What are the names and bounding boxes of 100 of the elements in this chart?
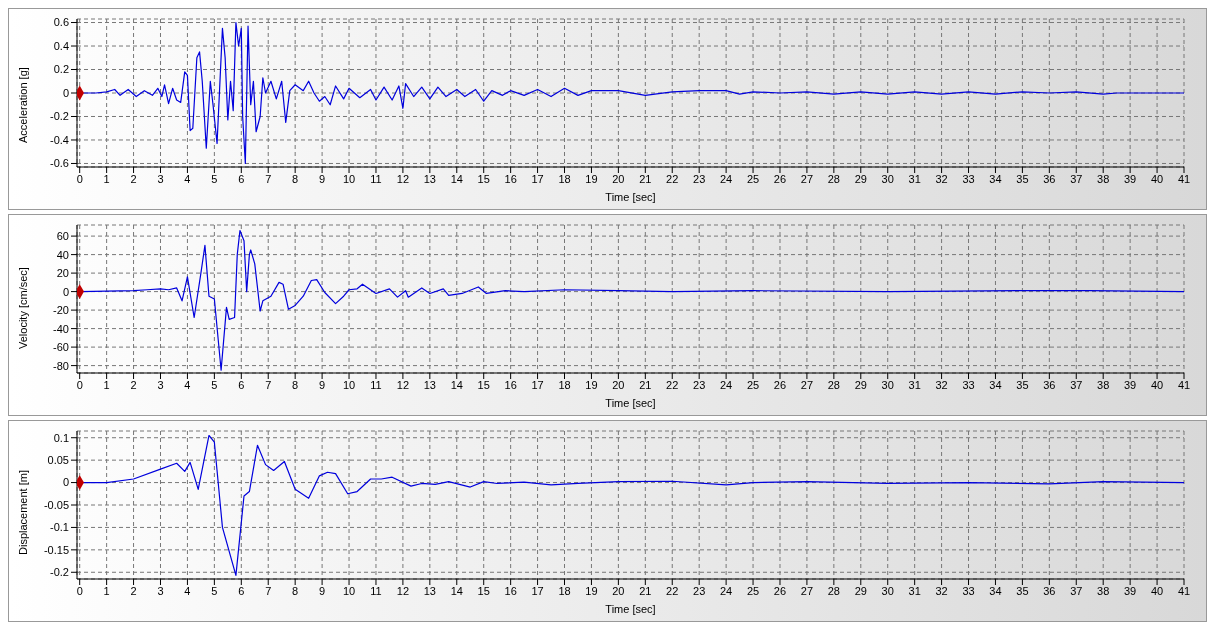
x-tick-label: 4: [184, 172, 191, 185]
x-tick-label: 7: [265, 172, 272, 185]
x-axis-title: Time [sec]: [605, 603, 656, 615]
x-tick-label: 11: [370, 584, 382, 597]
x-tick-label: 5: [211, 172, 218, 185]
x-tick-label: 15: [477, 378, 490, 391]
x-tick-label: 25: [746, 378, 760, 391]
y-tick-label: 0: [62, 476, 69, 489]
x-tick-label: 9: [319, 378, 326, 391]
x-tick-label: 32: [935, 378, 948, 391]
x-tick-label: 5: [211, 378, 218, 391]
x-tick-label: 12: [396, 584, 410, 597]
y-tick-label: -0.15: [43, 543, 69, 556]
x-tick-label: 8: [292, 172, 299, 185]
x-tick-label: 2: [130, 172, 137, 185]
x-tick-label: 3: [157, 172, 164, 185]
y-tick-label: 20: [56, 267, 69, 280]
x-tick-label: 11: [370, 378, 382, 391]
x-tick-label: 4: [184, 378, 191, 391]
x-tick-label: 24: [719, 172, 733, 185]
x-tick-label: 2: [130, 378, 137, 391]
x-tick-label: 25: [746, 172, 760, 185]
x-tick-label: 41: [1177, 378, 1191, 391]
x-tick-label: 0: [76, 584, 83, 597]
x-tick-label: 8: [292, 584, 299, 597]
x-tick-label: 20: [612, 584, 625, 597]
x-tick-label: 14: [450, 378, 463, 391]
x-tick-label: 27: [800, 172, 814, 185]
x-tick-label: 13: [423, 172, 436, 185]
x-tick-label: 33: [962, 584, 975, 597]
y-tick-label: -0.4: [50, 133, 69, 146]
y-axis-title: Acceleration [g]: [16, 67, 29, 143]
x-tick-label: 31: [908, 172, 921, 185]
x-tick-label: 16: [504, 378, 517, 391]
y-tick-label: 60: [56, 230, 69, 243]
x-tick-label: 6: [238, 378, 245, 391]
x-tick-label: 39: [1124, 172, 1137, 185]
x-tick-label: 23: [693, 584, 706, 597]
y-tick-label: -20: [53, 304, 69, 317]
x-tick-label: 7: [265, 584, 272, 597]
x-tick-label: 28: [827, 584, 840, 597]
x-tick-label: 30: [881, 584, 894, 597]
x-tick-label: 26: [773, 584, 787, 597]
x-tick-label: 38: [1097, 584, 1110, 597]
x-tick-label: 37: [1070, 378, 1083, 391]
x-tick-label: 8: [292, 378, 299, 391]
x-tick-label: 12: [396, 378, 410, 391]
x-tick-label: 39: [1124, 378, 1137, 391]
x-tick-label: 32: [935, 172, 948, 185]
x-tick-label: 28: [827, 172, 840, 185]
x-tick-label: 24: [719, 584, 733, 597]
x-tick-label: 29: [854, 378, 867, 391]
y-tick-label: 0.2: [53, 63, 69, 76]
x-tick-label: 30: [881, 172, 894, 185]
x-axis-title: Time [sec]: [605, 191, 656, 203]
x-tick-label: 35: [1016, 584, 1029, 597]
x-tick-label: 40: [1150, 378, 1164, 391]
x-tick-label: 19: [585, 172, 598, 185]
x-tick-label: 5: [211, 584, 218, 597]
x-tick-label: 36: [1043, 172, 1056, 185]
x-tick-label: 19: [585, 584, 598, 597]
x-tick-label: 27: [800, 584, 814, 597]
x-tick-label: 10: [342, 378, 356, 391]
x-tick-label: 23: [693, 378, 706, 391]
x-tick-label: 13: [423, 378, 436, 391]
x-tick-label: 34: [989, 172, 1002, 185]
x-tick-label: 14: [450, 172, 463, 185]
x-tick-label: 21: [639, 584, 652, 597]
x-tick-label: 13: [423, 584, 436, 597]
x-tick-label: 24: [719, 378, 733, 391]
x-tick-label: 10: [342, 584, 356, 597]
x-tick-label: 17: [531, 172, 544, 185]
x-tick-label: 36: [1043, 378, 1056, 391]
x-tick-label: 26: [773, 378, 787, 391]
x-tick-label: 16: [504, 172, 517, 185]
x-tick-label: 16: [504, 584, 517, 597]
x-tick-label: 41: [1177, 584, 1191, 597]
y-tick-label: 0: [62, 285, 69, 298]
x-tick-label: 6: [238, 172, 245, 185]
x-tick-label: 34: [989, 584, 1002, 597]
x-tick-label: 35: [1016, 172, 1029, 185]
x-tick-label: 29: [854, 172, 867, 185]
y-tick-label: -0.2: [50, 566, 69, 579]
y-axis-title: Displacement [m]: [16, 470, 29, 555]
x-tick-label: 18: [558, 172, 571, 185]
x-tick-label: 31: [908, 378, 921, 391]
x-tick-label: 10: [342, 172, 356, 185]
x-tick-label: 3: [157, 584, 164, 597]
x-tick-label: 23: [693, 172, 706, 185]
x-tick-label: 2: [130, 584, 137, 597]
x-tick-label: 19: [585, 378, 598, 391]
x-tick-label: 20: [612, 378, 625, 391]
y-tick-label: 40: [56, 248, 69, 261]
y-tick-label: -60: [53, 341, 69, 354]
x-tick-label: 29: [854, 584, 867, 597]
x-tick-label: 1: [103, 172, 110, 185]
x-tick-label: 9: [319, 172, 326, 185]
x-tick-label: 20: [612, 172, 625, 185]
x-tick-label: 27: [800, 378, 814, 391]
y-tick-label: 0.05: [47, 454, 69, 467]
